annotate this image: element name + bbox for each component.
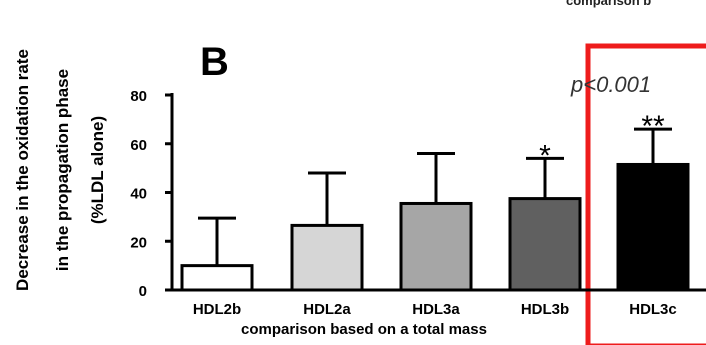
y-axis-title: Decrease in the oxidation rate in the pr… — [13, 49, 107, 291]
y-tick-label: 40 — [130, 186, 147, 203]
y-axis-title-line-1: Decrease in the oxidation rate — [13, 49, 32, 291]
y-tick-label: 60 — [130, 137, 147, 154]
bar-hdl3b — [508, 197, 582, 292]
y-tick-label: 0 — [139, 283, 147, 300]
x-tick-label: HDL2a — [303, 301, 351, 318]
x-tick-labels: HDL2b HDL2a HDL3a HDL3b HDL3c — [193, 301, 677, 318]
x-tick-label: HDL2b — [193, 301, 241, 318]
bar-hdl2a — [290, 223, 364, 292]
x-tick-label: HDL3a — [412, 301, 460, 318]
highlight-box — [585, 43, 706, 345]
error-bars — [198, 127, 672, 266]
significance-mark: * — [539, 139, 551, 172]
significance-marks: *** — [539, 110, 665, 172]
y-axis-title-line-3: (%LDL alone) — [88, 116, 107, 224]
bar-hdl3c — [616, 162, 690, 292]
top-cut-text: comparison b — [566, 0, 652, 8]
x-tick-label: HDL3c — [629, 301, 677, 318]
panel-label: B — [200, 40, 229, 84]
x-axis-title: comparison based on a total mass — [241, 321, 487, 338]
y-tick-label: 20 — [130, 234, 147, 251]
bar-hdl3a — [399, 201, 473, 292]
p-value-annotation: p<0.001 — [571, 72, 652, 97]
bar-hdl2b — [180, 264, 254, 292]
y-axis-title-line-2: in the propagation phase — [53, 69, 72, 271]
x-tick-label: HDL3b — [521, 301, 569, 318]
y-tick-label: 80 — [130, 88, 147, 105]
significance-mark: ** — [641, 110, 665, 143]
